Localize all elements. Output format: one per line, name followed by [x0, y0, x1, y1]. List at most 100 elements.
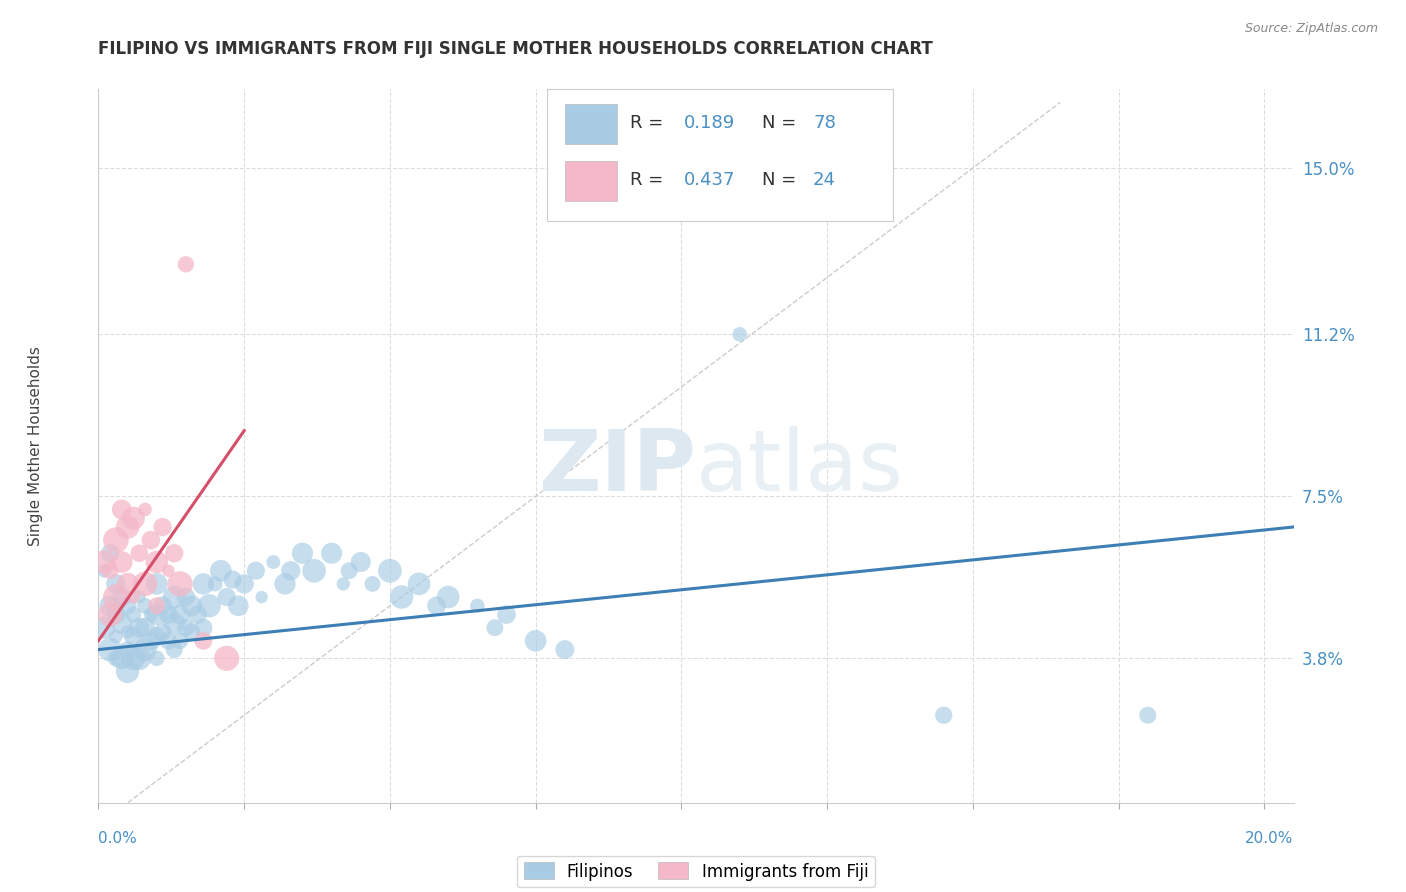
FancyBboxPatch shape — [565, 161, 617, 202]
Point — [302, 564, 325, 578]
Point — [104, 651, 127, 665]
Point — [350, 555, 373, 569]
Point — [291, 546, 314, 560]
Point — [198, 599, 221, 613]
Point — [152, 520, 174, 534]
Point — [122, 607, 145, 622]
Point — [98, 599, 121, 613]
Point — [274, 577, 297, 591]
Point — [117, 520, 139, 534]
Point — [332, 577, 354, 591]
Point — [93, 555, 115, 569]
Point — [111, 590, 134, 604]
Point — [128, 651, 150, 665]
Point — [250, 590, 273, 604]
Text: 0.189: 0.189 — [685, 114, 735, 132]
Point — [215, 651, 238, 665]
Point — [321, 546, 343, 560]
Text: ZIP: ZIP — [538, 425, 696, 509]
Point — [209, 564, 232, 578]
Point — [98, 546, 121, 560]
Point — [163, 616, 186, 631]
Point — [174, 621, 197, 635]
Point — [104, 533, 127, 548]
Point — [134, 502, 156, 516]
Point — [408, 577, 430, 591]
Point — [117, 577, 139, 591]
Point — [93, 621, 115, 635]
Point — [93, 564, 115, 578]
Point — [117, 665, 139, 679]
Point — [98, 642, 121, 657]
Text: 24: 24 — [813, 171, 837, 189]
Text: N =: N = — [762, 114, 796, 132]
FancyBboxPatch shape — [565, 104, 617, 145]
Point — [117, 625, 139, 640]
Point — [186, 607, 208, 622]
Text: 0.437: 0.437 — [685, 171, 735, 189]
Point — [174, 590, 197, 604]
Text: 20.0%: 20.0% — [1246, 831, 1294, 847]
Point — [139, 533, 162, 548]
Point — [128, 621, 150, 635]
Point — [104, 629, 127, 643]
Point — [139, 633, 162, 648]
Point — [157, 633, 180, 648]
Point — [495, 607, 517, 622]
Point — [139, 607, 162, 622]
Point — [391, 590, 413, 604]
Point — [157, 607, 180, 622]
Text: R =: R = — [630, 171, 669, 189]
FancyBboxPatch shape — [547, 89, 893, 221]
Text: 78: 78 — [813, 114, 837, 132]
Point — [145, 607, 167, 622]
Legend: Filipinos, Immigrants from Fiji: Filipinos, Immigrants from Fiji — [517, 855, 875, 888]
Point — [425, 599, 447, 613]
Text: Source: ZipAtlas.com: Source: ZipAtlas.com — [1244, 22, 1378, 36]
Text: 0.0%: 0.0% — [98, 831, 138, 847]
Point — [128, 590, 150, 604]
Text: Single Mother Households: Single Mother Households — [28, 346, 42, 546]
Point — [117, 642, 139, 657]
Text: FILIPINO VS IMMIGRANTS FROM FIJI SINGLE MOTHER HOUSEHOLDS CORRELATION CHART: FILIPINO VS IMMIGRANTS FROM FIJI SINGLE … — [98, 40, 934, 58]
Point — [1136, 708, 1159, 723]
Point — [728, 327, 751, 342]
Point — [145, 629, 167, 643]
Text: N =: N = — [762, 171, 796, 189]
Point — [361, 577, 384, 591]
Point — [128, 546, 150, 560]
Point — [245, 564, 267, 578]
Point — [98, 607, 121, 622]
Point — [134, 599, 156, 613]
Point — [174, 257, 197, 271]
Point — [145, 651, 167, 665]
Point — [262, 555, 284, 569]
Point — [145, 577, 167, 591]
Point — [122, 590, 145, 604]
Point — [524, 633, 547, 648]
Point — [193, 577, 215, 591]
Point — [932, 708, 955, 723]
Point — [152, 599, 174, 613]
Point — [204, 577, 226, 591]
Point — [180, 599, 202, 613]
Point — [180, 625, 202, 640]
Point — [163, 642, 186, 657]
Point — [122, 629, 145, 643]
Point — [104, 607, 127, 622]
Point — [233, 577, 256, 591]
Point — [378, 564, 401, 578]
Point — [169, 607, 191, 622]
Point — [104, 590, 127, 604]
Point — [134, 642, 156, 657]
Point — [117, 599, 139, 613]
Point — [163, 590, 186, 604]
Text: atlas: atlas — [696, 425, 904, 509]
Point — [157, 564, 180, 578]
Point — [193, 621, 215, 635]
Point — [134, 621, 156, 635]
Point — [152, 625, 174, 640]
Point — [169, 577, 191, 591]
Point — [228, 599, 250, 613]
Point — [467, 599, 489, 613]
